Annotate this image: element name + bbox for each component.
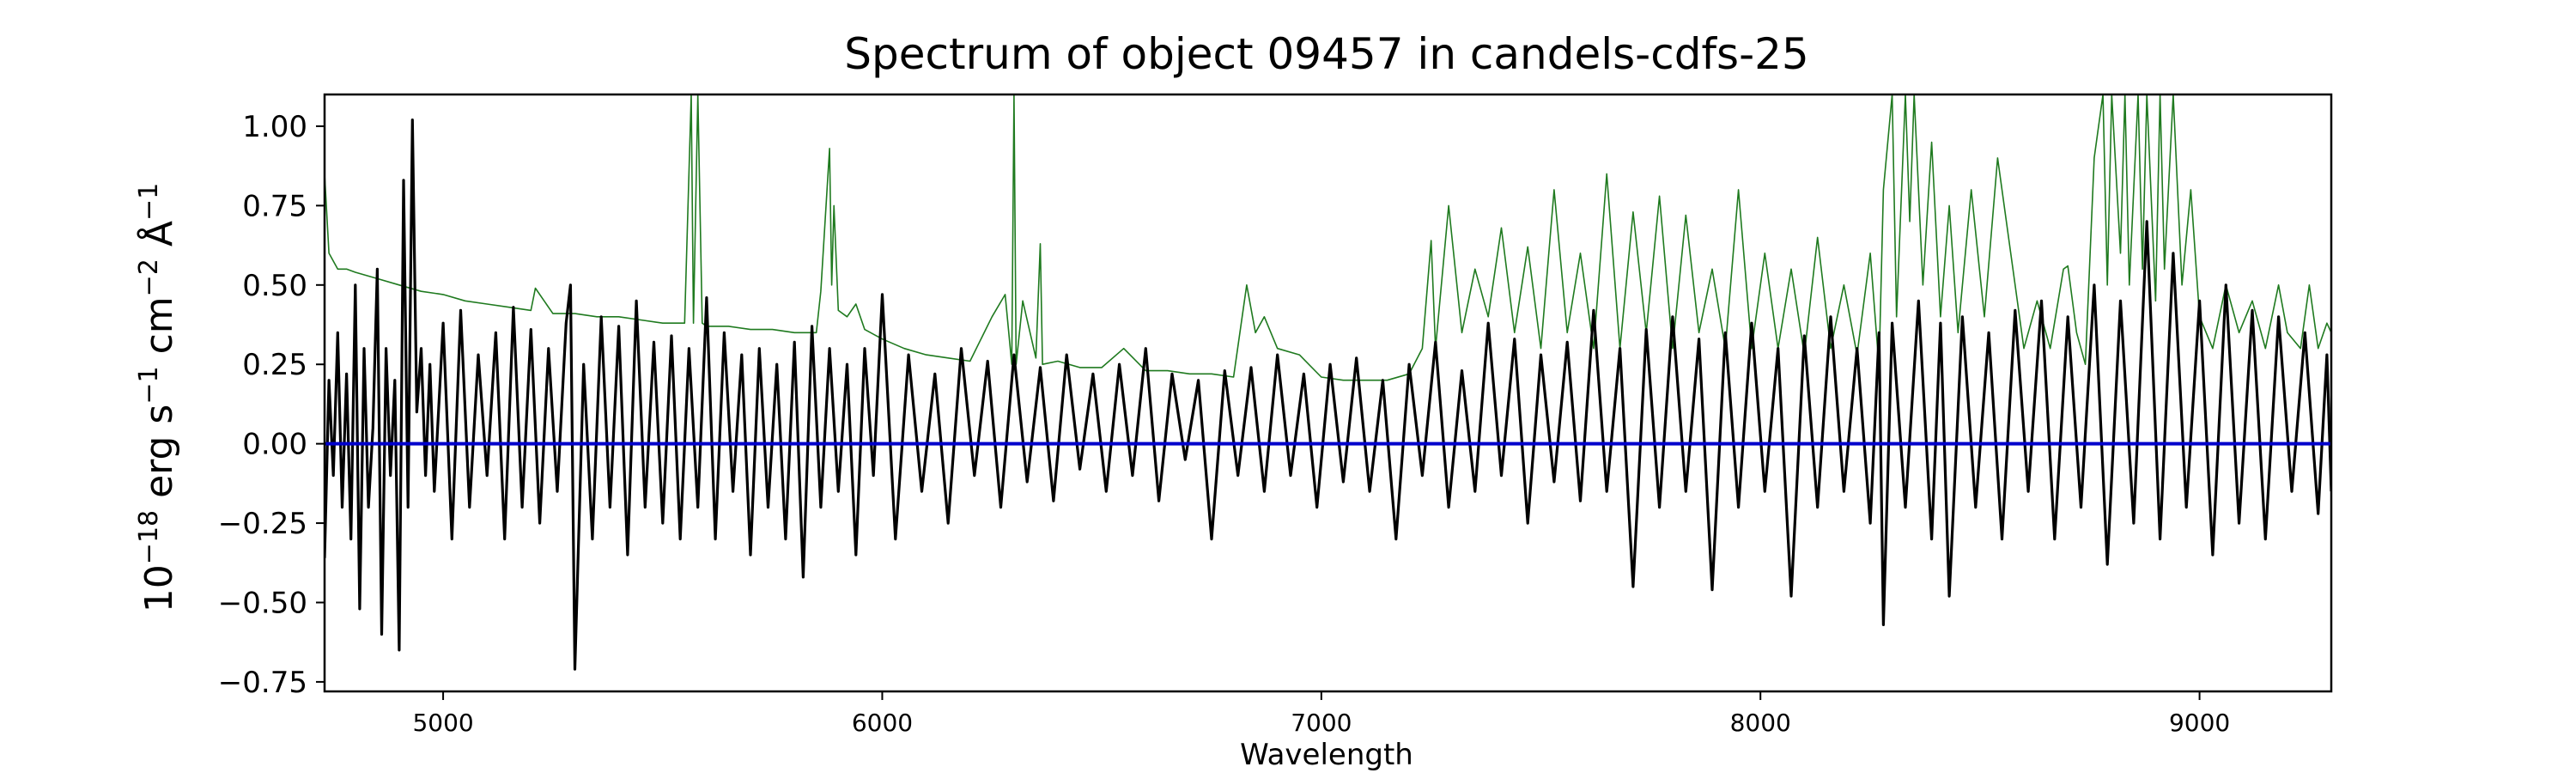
y-tick-label: −0.50 [218, 586, 307, 620]
x-tick-label: 6000 [852, 709, 913, 737]
chart-title: Spectrum of object 09457 in candels-cdfs… [844, 29, 1809, 79]
y-tick-label: 0.50 [242, 269, 307, 303]
x-tick-label: 5000 [412, 709, 473, 737]
y-tick-label: −0.75 [218, 666, 307, 700]
plot-frame [323, 93, 2333, 693]
y-tick-label: 1.00 [242, 110, 307, 144]
y-tick-label: 0.75 [242, 189, 307, 223]
noise-series-line [325, 94, 2331, 381]
x-axis-label: Wavelength [1240, 738, 1413, 772]
flux-series-line [325, 119, 2331, 671]
x-tick-label: 8000 [1730, 709, 1791, 737]
plot-area [325, 94, 2331, 671]
y-tick-label: 0.00 [242, 428, 307, 462]
y-axis-label: 10−18 erg s−1 cm−2 Å−1 [134, 183, 182, 612]
x-axis: 5000 6000 7000 8000 9000 [412, 691, 2230, 737]
x-tick-label: 9000 [2169, 709, 2230, 737]
y-tick-label: −0.25 [218, 507, 307, 541]
x-tick-label: 7000 [1291, 709, 1352, 737]
y-tick-label: 0.25 [242, 348, 307, 382]
y-axis: −0.75 −0.50 −0.25 0.00 0.25 0.50 0.75 1.00 [218, 110, 325, 700]
